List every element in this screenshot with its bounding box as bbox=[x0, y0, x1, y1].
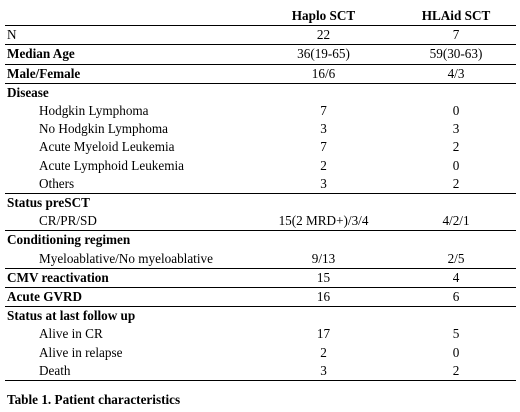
data-table: Haplo SCT HLAid SCT N 22 7 Median Age 36… bbox=[5, 7, 516, 382]
header-row: Haplo SCT HLAid SCT bbox=[5, 7, 516, 27]
haplo-value: 17 bbox=[316, 326, 331, 342]
row-label: Alive in relapse bbox=[39, 344, 123, 360]
section-label: Status preSCT bbox=[5, 193, 251, 213]
haplo-value: 3 bbox=[251, 361, 396, 382]
haplo-value: 3 bbox=[320, 121, 327, 137]
hlaid-value: 59(30-63) bbox=[396, 44, 516, 65]
row-male-female: Male/Female 16/6 4/3 bbox=[5, 63, 516, 84]
row-death: Death 3 2 bbox=[5, 361, 516, 382]
hlaid-value: 0 bbox=[452, 103, 460, 119]
row-acute-gvrd: Acute GVRD 16 6 bbox=[5, 287, 516, 307]
hlaid-value: 4 bbox=[396, 267, 516, 288]
row-alive-in-relapse: Alive in relapse 2 0 bbox=[5, 344, 516, 362]
haplo-value: 15(2 MRD+)/3/4 bbox=[278, 213, 369, 229]
row-label: Myeloablative/No myeloablative bbox=[39, 250, 213, 266]
haplo-value: 9/13 bbox=[311, 250, 336, 266]
hlaid-value: 7 bbox=[396, 25, 516, 45]
hlaid-value: 0 bbox=[452, 344, 460, 360]
row-label: Median Age bbox=[5, 44, 251, 65]
haplo-value: 7 bbox=[320, 103, 327, 119]
haplo-value: 2 bbox=[320, 157, 327, 173]
section-label: Status at last follow up bbox=[5, 306, 251, 326]
header-hlaid-sct: HLAid SCT bbox=[396, 7, 516, 27]
row-label: No Hodgkin Lymphoma bbox=[39, 121, 168, 137]
haplo-value: 15 bbox=[251, 267, 396, 288]
row-others: Others 3 2 bbox=[5, 175, 516, 194]
row-label: Male/Female bbox=[5, 63, 251, 84]
hlaid-value: 2 bbox=[452, 139, 460, 155]
row-label: Death bbox=[5, 361, 251, 382]
section-label: Disease bbox=[5, 82, 251, 103]
row-label: Acute Myeloid Leukemia bbox=[39, 139, 175, 155]
row-cmv-reactivation: CMV reactivation 15 4 bbox=[5, 267, 516, 288]
hlaid-value: 2 bbox=[452, 175, 460, 191]
row-cr-pr-sd: CR/PR/SD 15(2 MRD+)/3/4 4/2/1 bbox=[5, 212, 516, 231]
patient-characteristics-table: Haplo SCT HLAid SCT N 22 7 Median Age 36… bbox=[5, 7, 516, 382]
hlaid-value: 5 bbox=[452, 326, 460, 342]
row-acute-lymphoid-leukemia: Acute Lymphoid Leukemia 2 0 bbox=[5, 157, 516, 175]
hlaid-value: 0 bbox=[452, 157, 460, 173]
row-label: Acute GVRD bbox=[5, 287, 251, 307]
haplo-value: 16/6 bbox=[251, 63, 396, 84]
hlaid-value: 4/2/1 bbox=[442, 213, 470, 229]
row-acute-myeloid-leukemia: Acute Myeloid Leukemia 7 2 bbox=[5, 138, 516, 156]
section-label: Conditioning regimen bbox=[5, 230, 251, 250]
row-label: N bbox=[5, 25, 251, 45]
section-status-presct: Status preSCT bbox=[5, 193, 516, 213]
row-label: Hodgkin Lymphoma bbox=[39, 103, 149, 119]
haplo-value: 7 bbox=[320, 139, 327, 155]
haplo-value: 3 bbox=[320, 175, 327, 191]
row-no-hodgkin-lymphoma: No Hodgkin Lymphoma 3 3 bbox=[5, 120, 516, 138]
hlaid-value: 6 bbox=[396, 287, 516, 307]
row-label: Others bbox=[39, 175, 75, 191]
row-n: N 22 7 bbox=[5, 25, 516, 45]
header-haplo-sct: Haplo SCT bbox=[251, 7, 396, 27]
row-hodgkin-lymphoma: Hodgkin Lymphoma 7 0 bbox=[5, 102, 516, 120]
haplo-value: 2 bbox=[320, 344, 327, 360]
hlaid-value: 2/5 bbox=[447, 250, 465, 266]
row-median-age: Median Age 36(19-65) 59(30-63) bbox=[5, 44, 516, 65]
hlaid-value: 4/3 bbox=[396, 63, 516, 84]
haplo-value: 22 bbox=[251, 25, 396, 45]
row-label: Alive in CR bbox=[39, 326, 103, 342]
hlaid-value: 3 bbox=[452, 121, 460, 137]
hlaid-value: 2 bbox=[396, 361, 516, 382]
row-label: CR/PR/SD bbox=[39, 213, 97, 229]
haplo-value: 16 bbox=[251, 287, 396, 307]
row-label: Acute Lymphoid Leukemia bbox=[39, 157, 185, 173]
row-myeloablative: Myeloablative/No myeloablative 9/13 2/5 bbox=[5, 250, 516, 269]
table-caption: Table 1. Patient characteristics bbox=[7, 392, 181, 407]
section-conditioning-regimen: Conditioning regimen bbox=[5, 230, 516, 250]
row-alive-in-cr: Alive in CR 17 5 bbox=[5, 325, 516, 343]
section-status-last-follow-up: Status at last follow up bbox=[5, 306, 516, 326]
header-empty bbox=[5, 7, 251, 26]
row-label: CMV reactivation bbox=[5, 267, 251, 288]
haplo-value: 36(19-65) bbox=[251, 44, 396, 65]
section-disease: Disease bbox=[5, 82, 516, 103]
